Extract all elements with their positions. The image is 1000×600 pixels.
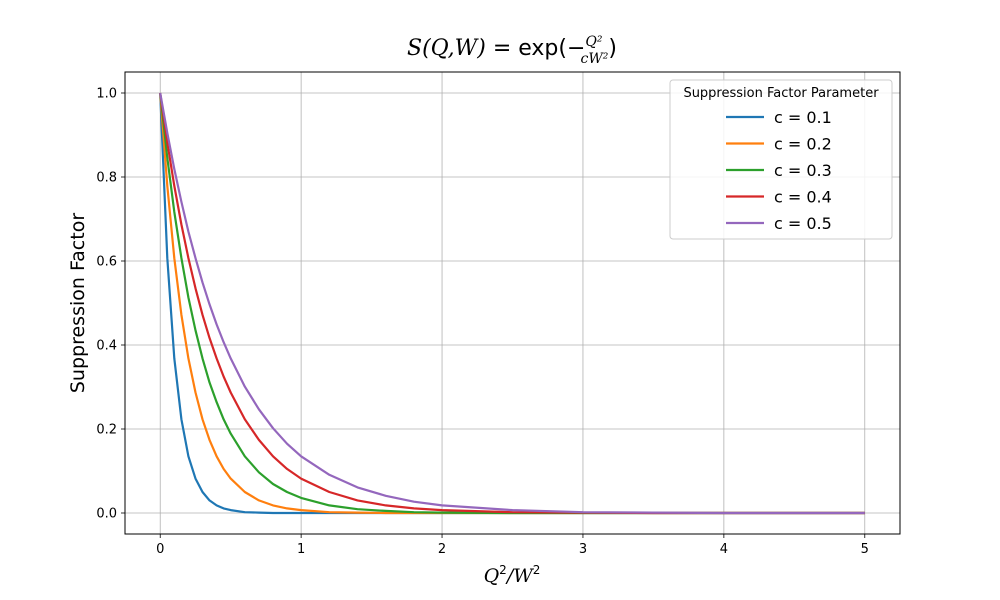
- y-tick-label: 1.0: [96, 87, 117, 102]
- legend-label: c = 0.2: [774, 135, 832, 154]
- legend-box: [669, 79, 893, 240]
- y-tick-label: 0.0: [96, 507, 117, 522]
- legend-items: c = 0.1 c = 0.2 c = 0.3 c = 0.4 c = 0.5: [726, 108, 832, 233]
- y-tick-label: 0.8: [96, 171, 117, 186]
- legend-label: c = 0.1: [774, 108, 832, 127]
- chart-title: S(Q,W) = exp(−Q² cW²): [407, 34, 617, 67]
- x-tick-label: 3: [579, 542, 587, 557]
- legend: Suppression Factor Parameter c = 0.1c = …: [669, 79, 893, 240]
- y-tick-label: 0.2: [96, 423, 117, 438]
- legend-label: c = 0.4: [774, 188, 832, 207]
- x-tick-label: 1: [297, 542, 305, 557]
- y-axis-ticks: 0.0 0.2 0.4 0.6 0.8 1.0: [96, 87, 125, 522]
- legend-label: c = 0.5: [774, 214, 832, 233]
- x-axis-label: Q2/W2: [484, 563, 541, 587]
- x-tick-label: 5: [861, 542, 869, 557]
- legend-title: Suppression Factor Parameter: [683, 86, 879, 101]
- x-tick-label: 2: [438, 542, 446, 557]
- x-axis-ticks: 0 1 2 3 4 5: [156, 534, 869, 557]
- y-axis-label: Suppression Factor: [67, 213, 89, 393]
- y-tick-label: 0.4: [96, 339, 117, 354]
- y-tick-label: 0.6: [96, 255, 117, 270]
- plot-border: [124, 71, 901, 535]
- legend-label: c = 0.3: [774, 161, 832, 180]
- x-tick-label: 0: [156, 542, 164, 557]
- series-line: [159, 92, 865, 515]
- series-lines: [159, 92, 865, 515]
- x-tick-label: 4: [720, 542, 728, 557]
